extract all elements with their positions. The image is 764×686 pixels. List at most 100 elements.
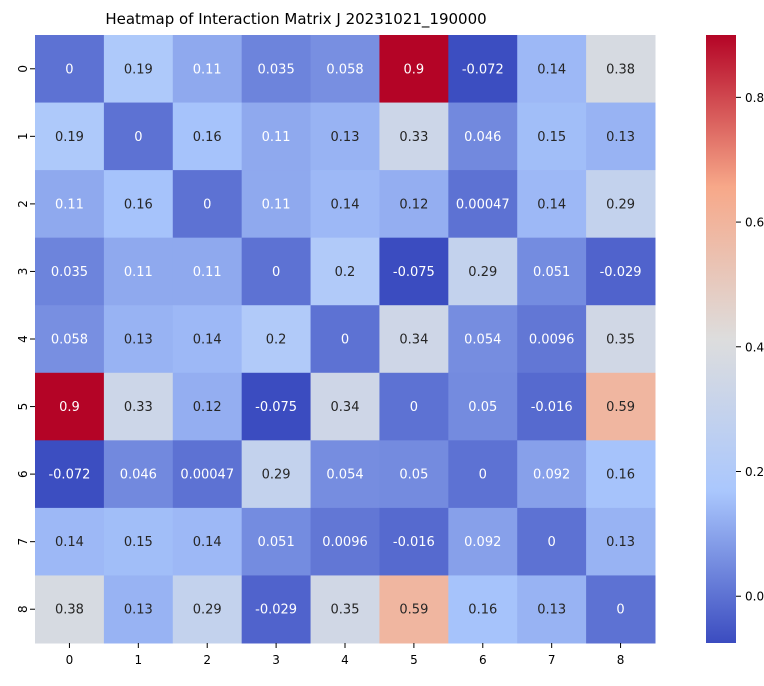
- heatmap-cell-r7-c3: [241, 507, 312, 576]
- cell-annotation-r5-c2: 0.12: [193, 400, 222, 415]
- colorbar-bar: [706, 35, 736, 643]
- cell-annotation-r6-c6: 0: [479, 468, 487, 483]
- heatmap-cell-r0-c0: [35, 35, 105, 104]
- cell-annotation-r5-c3: -0.075: [255, 400, 297, 415]
- cell-annotation-r1-c5: 0.33: [399, 130, 428, 145]
- cell-annotation-r4-c1: 0.13: [124, 333, 153, 348]
- cell-annotation-r0-c2: 0.11: [193, 62, 222, 77]
- cell-annotation-r2-c5: 0.12: [399, 197, 428, 212]
- heatmap-cell-r8-c4: [310, 575, 380, 644]
- cell-annotation-r5-c1: 0.33: [124, 400, 153, 415]
- cell-annotation-r3-c0: 0.035: [51, 265, 88, 280]
- y-tick-label-6: 6: [16, 470, 30, 478]
- heatmap-cell-r0-c8: [586, 35, 656, 104]
- cell-annotation-r7-c2: 0.14: [193, 535, 222, 550]
- colorbar-tick-label-3: 0.6: [745, 216, 764, 230]
- cell-annotation-r0-c6: -0.072: [462, 62, 504, 77]
- cell-annotation-r8-c1: 0.13: [124, 603, 153, 618]
- heatmap-cell-r3-c3: [241, 237, 312, 306]
- x-tick-label-1: 1: [135, 653, 143, 667]
- heatmap-cell-r4-c7: [517, 305, 587, 374]
- y-tick-label-3: 3: [16, 268, 30, 276]
- heatmap-cell-r2-c3: [241, 170, 312, 239]
- cell-annotation-r3-c6: 0.29: [468, 265, 497, 280]
- cell-annotation-r2-c0: 0.11: [55, 197, 84, 212]
- cell-annotation-r3-c5: -0.075: [393, 265, 435, 280]
- cell-annotation-r2-c6: 0.00047: [456, 197, 510, 212]
- cell-annotation-r2-c4: 0.14: [331, 197, 360, 212]
- heatmap-cell-r2-c7: [517, 170, 587, 239]
- heatmap-cell-r4-c8: [586, 305, 656, 374]
- cell-annotation-r6-c1: 0.046: [120, 468, 157, 483]
- heatmap-cell-r6-c2: [172, 440, 243, 509]
- x-tick-label-8: 8: [617, 653, 625, 667]
- x-tick-label-2: 2: [203, 653, 211, 667]
- heatmap-cell-r6-c0: [35, 440, 105, 509]
- y-tick-label-4: 4: [16, 335, 30, 343]
- cell-annotation-r8-c5: 0.59: [399, 603, 428, 618]
- heatmap-cell-r5-c0: [35, 372, 105, 441]
- heatmap-cell-r8-c8: [586, 575, 656, 644]
- x-tick-label-5: 5: [410, 653, 418, 667]
- y-tick-label-8: 8: [16, 605, 30, 613]
- heatmap-cell-r7-c5: [379, 507, 449, 576]
- heatmap-cell-r6-c3: [241, 440, 312, 509]
- cell-annotation-r0-c4: 0.058: [326, 62, 363, 77]
- cell-annotation-r7-c7: 0: [548, 535, 556, 550]
- cell-annotation-r6-c4: 0.054: [326, 468, 363, 483]
- cell-annotation-r4-c2: 0.14: [193, 333, 222, 348]
- heatmap-cell-r8-c6: [448, 575, 518, 644]
- x-tick-label-0: 0: [66, 653, 74, 667]
- heatmap-cell-r0-c4: [310, 35, 380, 104]
- heatmap-cell-r6-c1: [103, 440, 174, 509]
- heatmap-cell-r8-c2: [172, 575, 243, 644]
- cell-annotation-r7-c8: 0.13: [606, 535, 635, 550]
- x-tick-label-3: 3: [272, 653, 280, 667]
- y-axis: 0 1 2 3 4 5 6 7 8: [16, 65, 35, 613]
- cell-annotation-r3-c8: -0.029: [600, 265, 642, 280]
- y-tick-label-7: 7: [16, 538, 30, 546]
- cell-annotation-r6-c7: 0.092: [533, 468, 570, 483]
- heatmap-cell-r7-c7: [517, 507, 587, 576]
- cell-annotation-r4-c6: 0.054: [464, 333, 501, 348]
- heatmap-cell-r0-c5: [379, 35, 449, 104]
- heatmap-cell-r1-c2: [172, 102, 243, 171]
- heatmap-cell-r3-c8: [586, 237, 656, 306]
- heatmap-cell-r2-c2: [172, 170, 243, 239]
- cell-annotation-r3-c3: 0: [272, 265, 280, 280]
- cell-annotation-r5-c4: 0.34: [331, 400, 360, 415]
- heatmap-cell-r5-c4: [310, 372, 380, 441]
- heatmap-cell-r2-c8: [586, 170, 656, 239]
- cell-annotation-r0-c8: 0.38: [606, 62, 635, 77]
- heatmap-cell-r6-c6: [448, 440, 518, 509]
- cell-annotation-r5-c8: 0.59: [606, 400, 635, 415]
- cell-annotation-r7-c6: 0.092: [464, 535, 501, 550]
- y-tick-label-2: 2: [16, 200, 30, 208]
- heatmap-cell-r7-c4: [310, 507, 380, 576]
- heatmap-cell-r0-c1: [103, 35, 174, 104]
- heatmap-cells: [35, 35, 656, 644]
- cell-annotation-r1-c6: 0.046: [464, 130, 501, 145]
- cell-annotation-r4-c3: 0.2: [266, 333, 287, 348]
- heatmap-cell-r7-c0: [35, 507, 105, 576]
- heatmap-cell-r7-c2: [172, 507, 243, 576]
- cell-annotation-r2-c2: 0: [203, 197, 211, 212]
- y-tick-label-0: 0: [16, 65, 30, 73]
- heatmap-cell-r2-c1: [103, 170, 174, 239]
- cell-annotation-r1-c0: 0.19: [55, 130, 84, 145]
- x-tick-label-4: 4: [341, 653, 349, 667]
- heatmap-cell-r8-c1: [103, 575, 174, 644]
- heatmap-cell-r8-c5: [379, 575, 449, 644]
- cell-annotation-r0-c3: 0.035: [258, 62, 295, 77]
- heatmap-cell-r5-c3: [241, 372, 312, 441]
- heatmap-cell-r4-c6: [448, 305, 518, 374]
- cell-annotation-r8-c8: 0: [616, 603, 624, 618]
- cell-annotation-r1-c2: 0.16: [193, 130, 222, 145]
- y-tick-label-1: 1: [16, 133, 30, 141]
- cell-annotation-r8-c2: 0.29: [193, 603, 222, 618]
- heatmap-cell-r6-c8: [586, 440, 656, 509]
- cell-annotation-r4-c0: 0.058: [51, 333, 88, 348]
- cell-annotation-r7-c3: 0.051: [258, 535, 295, 550]
- cell-annotation-r5-c0: 0.9: [59, 400, 80, 415]
- cell-annotation-r0-c1: 0.19: [124, 62, 153, 77]
